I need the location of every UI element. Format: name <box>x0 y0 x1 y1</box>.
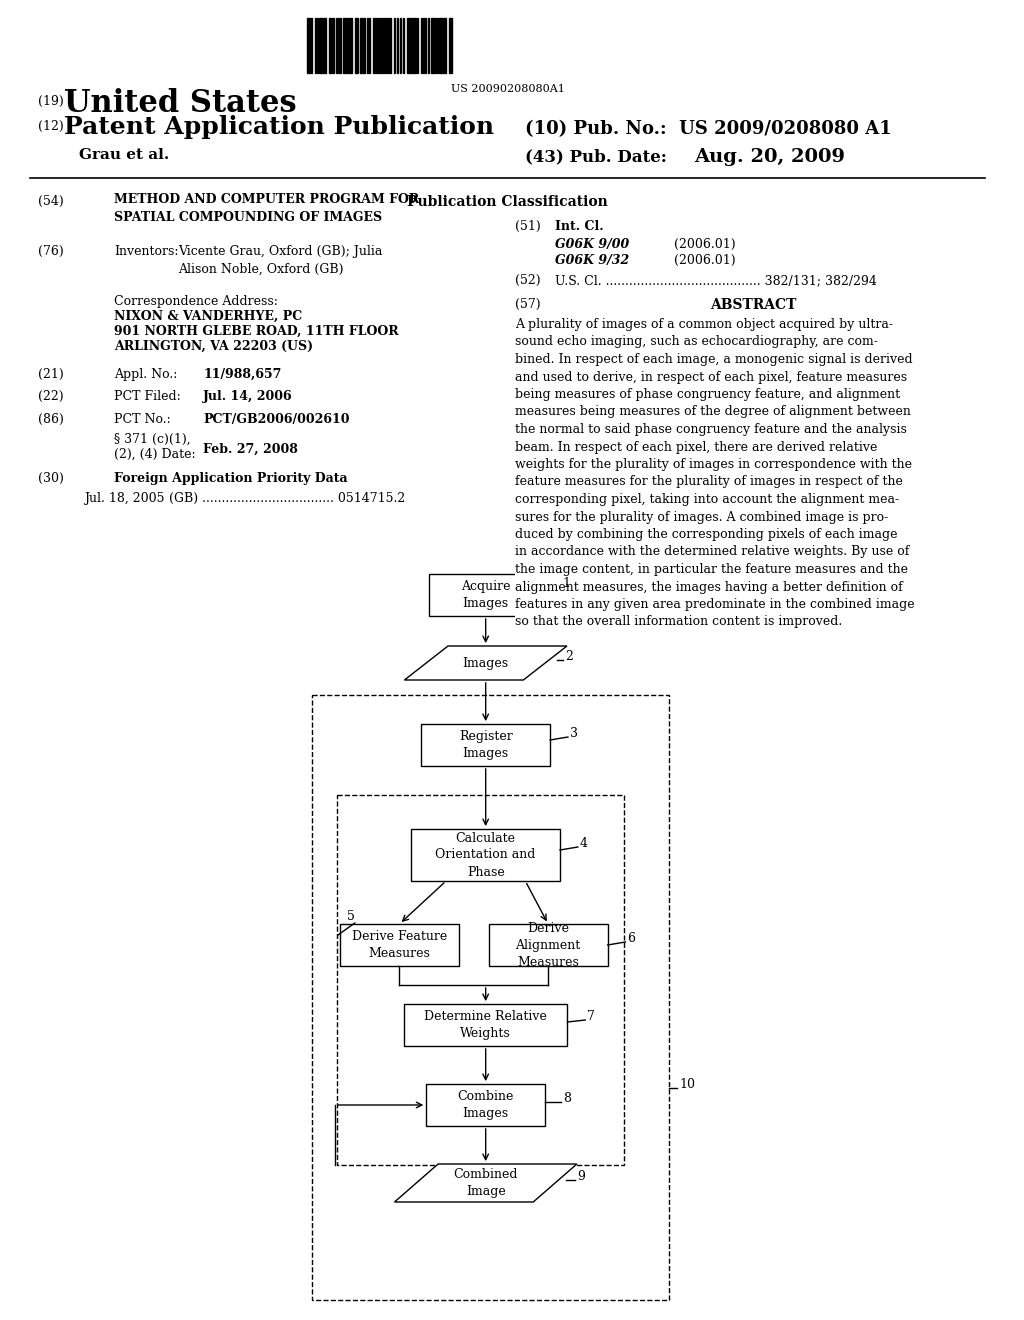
Bar <box>403 1005 567 1045</box>
Bar <box>329 18 331 73</box>
Bar <box>387 18 388 73</box>
Text: Grau et al.: Grau et al. <box>79 148 170 162</box>
Text: 901 NORTH GLEBE ROAD, 11TH FLOOR: 901 NORTH GLEBE ROAD, 11TH FLOOR <box>114 325 398 338</box>
Bar <box>359 18 361 73</box>
Bar <box>488 924 607 966</box>
Text: (86): (86) <box>38 413 63 426</box>
Bar <box>429 574 543 616</box>
Bar <box>431 18 434 73</box>
Text: 6: 6 <box>628 932 636 945</box>
Bar <box>449 18 452 73</box>
Text: (76): (76) <box>38 246 63 257</box>
Bar <box>408 18 410 73</box>
Text: 7: 7 <box>588 1010 595 1023</box>
Text: (52): (52) <box>515 275 541 286</box>
Text: Int. Cl.: Int. Cl. <box>555 220 604 234</box>
Text: Determine Relative
Weights: Determine Relative Weights <box>424 1010 547 1040</box>
Text: Foreign Application Priority Data: Foreign Application Priority Data <box>114 473 347 484</box>
Text: A plurality of images of a common object acquired by ultra-
sound echo imaging, : A plurality of images of a common object… <box>515 318 915 628</box>
Text: 10: 10 <box>679 1078 695 1092</box>
Text: (21): (21) <box>38 368 63 381</box>
Text: 5: 5 <box>347 909 354 923</box>
Bar <box>340 924 459 966</box>
Bar <box>412 829 560 880</box>
Text: Jul. 14, 2006: Jul. 14, 2006 <box>203 389 293 403</box>
Text: 9: 9 <box>577 1170 585 1183</box>
Text: PCT/GB2006/002610: PCT/GB2006/002610 <box>203 413 349 426</box>
Text: PCT No.:: PCT No.: <box>114 413 171 426</box>
Text: Acquire
Images: Acquire Images <box>461 579 510 610</box>
Text: (30): (30) <box>38 473 63 484</box>
Bar <box>362 18 365 73</box>
Text: (2006.01): (2006.01) <box>674 253 735 267</box>
Text: Inventors:: Inventors: <box>114 246 178 257</box>
Text: Vicente Grau, Oxford (GB); Julia
Alison Noble, Oxford (GB): Vicente Grau, Oxford (GB); Julia Alison … <box>178 246 383 276</box>
Text: 1: 1 <box>562 577 570 590</box>
Bar <box>312 696 669 1300</box>
Text: (10) Pub. No.:  US 2009/0208080 A1: (10) Pub. No.: US 2009/0208080 A1 <box>525 120 892 139</box>
Text: Patent Application Publication: Patent Application Publication <box>65 115 495 139</box>
Text: Publication Classification: Publication Classification <box>408 195 608 209</box>
Bar <box>319 18 323 73</box>
Text: (12): (12) <box>38 120 63 133</box>
Text: Register
Images: Register Images <box>459 730 513 760</box>
Bar <box>421 723 550 766</box>
Polygon shape <box>394 1164 577 1203</box>
Bar <box>349 18 352 73</box>
Text: (19): (19) <box>38 95 63 108</box>
Text: METHOD AND COMPUTER PROGRAM FOR
SPATIAL COMPOUNDING OF IMAGES: METHOD AND COMPUTER PROGRAM FOR SPATIAL … <box>114 193 419 224</box>
Bar <box>332 18 334 73</box>
Text: (43) Pub. Date:: (43) Pub. Date: <box>525 148 668 165</box>
Text: 2: 2 <box>565 649 572 663</box>
Text: Jul. 18, 2005: Jul. 18, 2005 <box>84 492 165 506</box>
Text: U.S. Cl. ........................................ 382/131; 382/294: U.S. Cl. ...............................… <box>555 275 877 286</box>
Text: US 20090208080A1: US 20090208080A1 <box>451 84 564 94</box>
Text: ABSTRACT: ABSTRACT <box>710 298 797 312</box>
Text: United States: United States <box>65 88 297 119</box>
Bar <box>426 1084 545 1126</box>
Bar <box>343 18 345 73</box>
Bar <box>373 18 375 73</box>
Text: G06K 9/00: G06K 9/00 <box>555 238 630 251</box>
Bar <box>324 18 326 73</box>
Text: Derive Feature
Measures: Derive Feature Measures <box>352 931 447 960</box>
Text: (2006.01): (2006.01) <box>674 238 735 251</box>
Text: Appl. No.:: Appl. No.: <box>114 368 177 381</box>
Bar <box>346 18 348 73</box>
Text: Aug. 20, 2009: Aug. 20, 2009 <box>694 148 845 166</box>
Text: (54): (54) <box>38 195 63 209</box>
Text: (51): (51) <box>515 220 541 234</box>
Text: PCT Filed:: PCT Filed: <box>114 389 181 403</box>
Bar <box>414 18 417 73</box>
Text: § 371 (c)(1),: § 371 (c)(1), <box>114 433 190 446</box>
Text: (GB) .................................. 0514715.2: (GB) .................................. … <box>169 492 404 506</box>
Bar <box>307 18 310 73</box>
Text: (2), (4) Date:: (2), (4) Date: <box>114 447 196 461</box>
Text: NIXON & VANDERHYE, PC: NIXON & VANDERHYE, PC <box>114 310 302 323</box>
Polygon shape <box>404 645 567 680</box>
Bar <box>382 18 384 73</box>
Bar <box>439 18 442 73</box>
Bar <box>337 795 625 1166</box>
Bar <box>393 18 395 73</box>
Text: 3: 3 <box>570 727 578 741</box>
Text: Combine
Images: Combine Images <box>458 1090 514 1119</box>
Text: (22): (22) <box>38 389 63 403</box>
Text: Combined
Image: Combined Image <box>454 1168 518 1199</box>
Text: Calculate
Orientation and
Phase: Calculate Orientation and Phase <box>435 832 536 879</box>
Text: Derive
Alignment
Measures: Derive Alignment Measures <box>515 921 581 969</box>
Bar <box>411 18 413 73</box>
Bar <box>355 18 357 73</box>
Text: 8: 8 <box>563 1092 571 1105</box>
Text: Correspondence Address:: Correspondence Address: <box>114 294 278 308</box>
Text: Images: Images <box>463 656 509 669</box>
Bar <box>443 18 446 73</box>
Text: (57): (57) <box>515 298 541 312</box>
Text: G06K 9/32: G06K 9/32 <box>555 253 630 267</box>
Text: ARLINGTON, VA 22203 (US): ARLINGTON, VA 22203 (US) <box>114 341 313 352</box>
Text: 11/988,657: 11/988,657 <box>203 368 282 381</box>
Text: Feb. 27, 2008: Feb. 27, 2008 <box>203 444 298 455</box>
Text: 4: 4 <box>580 837 588 850</box>
